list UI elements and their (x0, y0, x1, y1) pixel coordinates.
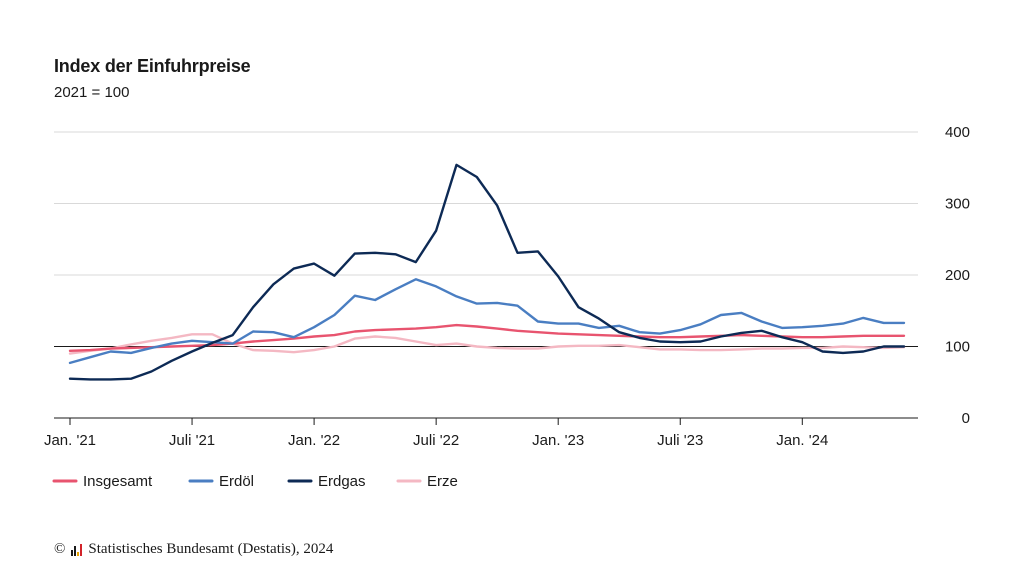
y-tick-label: 0 (962, 410, 970, 427)
x-tick-label: Juli '22 (413, 432, 459, 449)
legend-label: Insgesamt (83, 473, 153, 490)
legend-label: Erdöl (219, 473, 254, 490)
x-tick-label: Juli '23 (657, 432, 703, 449)
legend-label: Erdgas (318, 473, 366, 490)
chart-title: Index der Einfuhrpreise (54, 56, 251, 76)
legend-label: Erze (427, 473, 458, 490)
y-tick-label: 300 (945, 196, 970, 213)
x-axis: Jan. '21 Juli '21 Jan. '22 Juli '22 Jan. '23… (44, 417, 918, 449)
x-tick-label: Jan. '23 (532, 432, 584, 449)
x-tick-label: Jan. '22 (288, 432, 340, 449)
y-tick-label: 100 (945, 339, 970, 356)
copyright-symbol: © (54, 541, 66, 557)
x-tick-label: Juli '21 (169, 432, 215, 449)
y-tick-label: 400 (945, 124, 970, 141)
x-tick-label: Jan. '21 (44, 432, 96, 449)
series-line-erze (68, 333, 906, 355)
series-line-erdöl (68, 278, 906, 365)
x-tick-label: Jan. '24 (776, 432, 828, 449)
destatis-logo-icon (71, 543, 83, 556)
gridlines (54, 131, 918, 347)
source-text: Statistisches Bundesamt (Destatis), 2024 (88, 541, 334, 557)
legend: Insgesamt Erdöl Erdgas Erze (52, 473, 458, 490)
y-tick-label: 200 (945, 267, 970, 284)
y-axis-ticks: 0 100 200 300 400 (945, 124, 970, 427)
chart-subtitle: 2021 = 100 (54, 84, 130, 101)
series-line-erdgas (68, 163, 906, 381)
series-lines (68, 163, 906, 381)
source-footer: © Statistisches Bundesamt (Destatis), 20… (54, 541, 333, 558)
